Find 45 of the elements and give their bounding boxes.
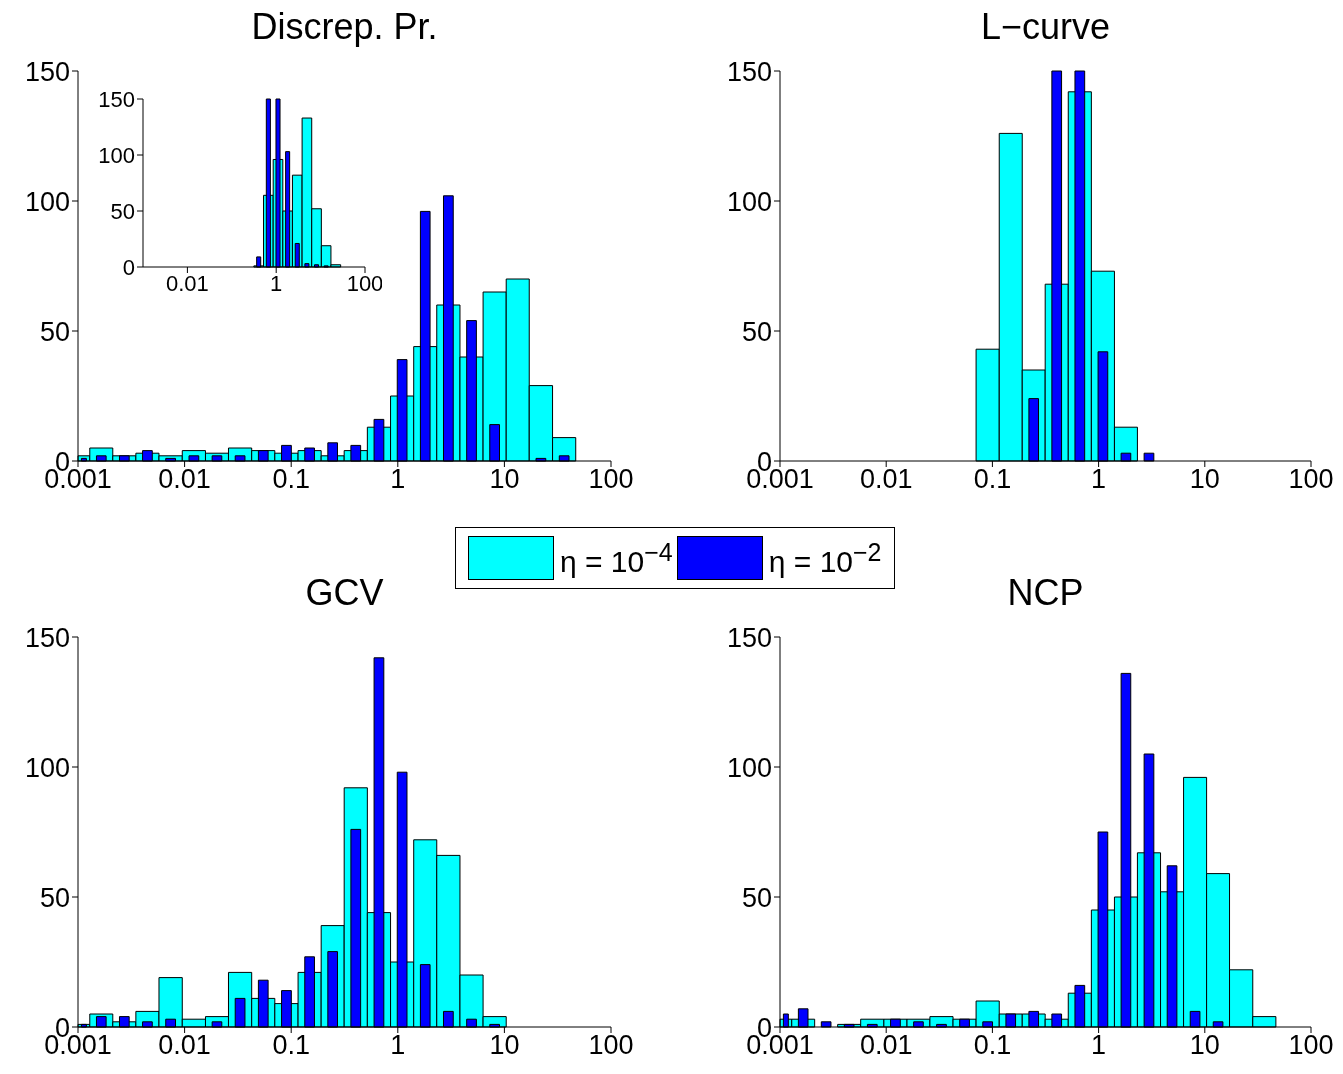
chart-title: Discrep. Pr. <box>250 6 439 48</box>
y-tick-label: 100 <box>98 142 135 168</box>
x-tick-label: 10 <box>489 1030 520 1061</box>
y-tick-label: 150 <box>98 86 135 112</box>
y-tick-label: 100 <box>24 186 70 217</box>
x-tick-label: 1 <box>1091 464 1107 495</box>
x-tick-label: 0.1 <box>272 1030 310 1061</box>
x-tick-label: 0.01 <box>859 1030 913 1061</box>
x-tick-label: 0.1 <box>973 1030 1012 1061</box>
x-tick-label: 0.01 <box>158 1030 211 1061</box>
y-tick-label: 50 <box>741 882 772 913</box>
y-tick-label: 100 <box>726 752 772 783</box>
x-tick-label: 0.1 <box>973 464 1012 495</box>
chart-title: L−curve <box>979 6 1112 48</box>
x-tick-label: 100 <box>588 464 634 495</box>
x-tick-label: 1 <box>1091 1030 1107 1061</box>
y-tick-label: 150 <box>726 56 772 87</box>
x-tick-label: 100 <box>1288 1030 1334 1061</box>
chart-title: GCV <box>305 572 384 613</box>
y-tick-label: 150 <box>726 622 772 653</box>
x-tick-label: 100 <box>588 1030 634 1061</box>
x-tick-label: 0.01 <box>158 464 211 495</box>
x-tick-label: 1 <box>390 464 406 495</box>
x-tick-label: 100 <box>346 270 384 296</box>
legend-label: η = 10$^{−2}$ <box>768 537 882 579</box>
y-tick-label: 50 <box>741 316 772 347</box>
y-tick-label: 100 <box>24 752 70 783</box>
y-tick-label: 50 <box>39 316 70 347</box>
x-tick-label: 0.01 <box>859 464 913 495</box>
x-tick-label: 10 <box>489 464 520 495</box>
x-tick-label: 0.01 <box>165 270 209 296</box>
y-tick-label: 150 <box>24 56 70 87</box>
x-tick-label: 100 <box>1288 464 1334 495</box>
x-tick-label: 10 <box>1189 1030 1220 1061</box>
x-tick-label: 0.1 <box>272 464 310 495</box>
y-tick-label: 100 <box>726 186 772 217</box>
x-tick-label: 1 <box>270 270 283 296</box>
y-tick-label: 0 <box>122 254 135 280</box>
chart-title: NCP <box>1007 572 1084 613</box>
y-tick-label: 50 <box>39 882 70 913</box>
x-tick-label: 10 <box>1189 464 1220 495</box>
x-tick-label: 1 <box>390 1030 406 1061</box>
y-tick-label: 150 <box>24 622 70 653</box>
legend-label: η = 10$^{−4}$ <box>560 537 673 579</box>
y-tick-label: 50 <box>110 198 135 224</box>
